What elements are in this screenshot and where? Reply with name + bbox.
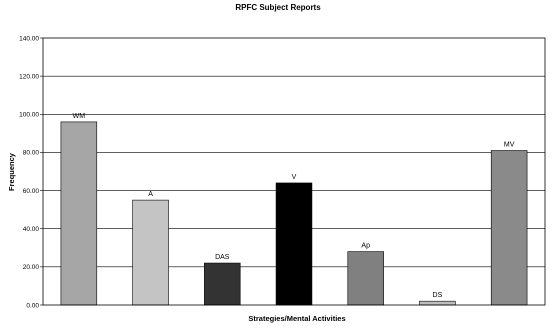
x-axis-title: Strategies/Mental Activities [248,314,345,323]
bar-ap [347,251,384,306]
data-label-a: A [148,191,153,198]
data-label-v: V [292,174,297,181]
data-labels: WM A DAS V Ap DS MV [73,113,515,299]
plot-area-frame [42,37,546,306]
bar-a [132,199,169,306]
y-tick-label: 60.00 [23,188,40,195]
chart-title: RPFC Subject Reports [235,3,321,12]
y-axis-title: Frequency [7,152,16,191]
y-tick-label: 80.00 [23,150,40,157]
data-label-wm: WM [73,113,86,120]
y-tick-label: 140.00 [19,35,39,42]
data-label-ds: DS [433,292,443,299]
bar-ds [419,300,456,306]
y-tick-label: 120.00 [19,73,39,80]
bars [60,121,528,306]
data-label-ap: Ap [361,243,370,250]
y-tick-label: 100.00 [19,112,39,119]
bar-mv [490,150,528,306]
y-axis-ticks: 0.00 20.00 40.00 60.00 80.00 100.00 120.00 140.… [19,35,43,309]
bar-wm [60,121,98,306]
bar-v [275,182,313,306]
y-tick-label: 40.00 [23,226,40,233]
data-label-das: DAS [215,254,230,261]
bar-das [204,262,241,306]
data-label-mv: MV [504,142,515,149]
y-tick-label: 20.00 [23,264,40,271]
y-tick-label: 0.00 [26,302,39,309]
